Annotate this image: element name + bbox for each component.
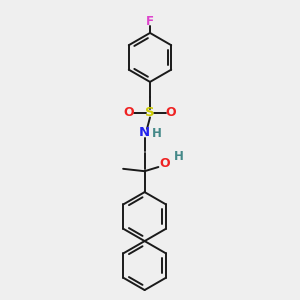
Text: O: O xyxy=(160,157,170,170)
Text: H: H xyxy=(152,128,162,140)
Text: S: S xyxy=(145,106,155,119)
Text: O: O xyxy=(166,106,176,119)
Text: O: O xyxy=(124,106,134,119)
Text: F: F xyxy=(146,15,154,28)
Text: N: N xyxy=(139,126,150,139)
Text: H: H xyxy=(173,150,183,164)
